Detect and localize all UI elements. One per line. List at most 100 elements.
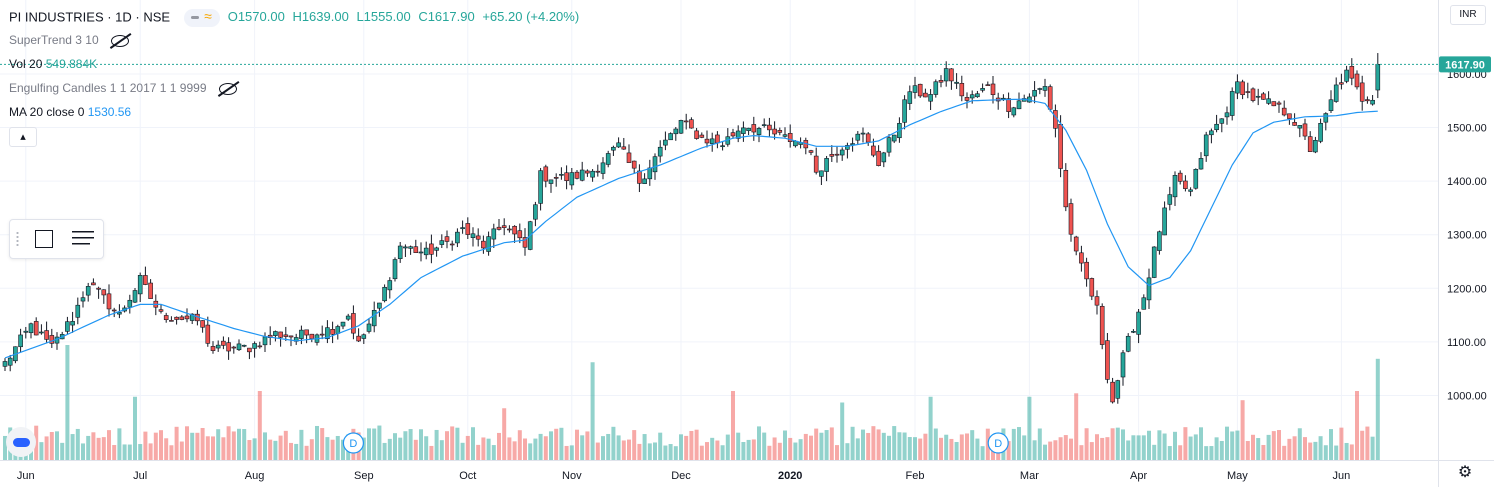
- candle-body: [1313, 140, 1318, 153]
- candlestick-series: [2, 53, 1381, 404]
- volume-bar: [320, 428, 325, 460]
- candle-body: [933, 81, 939, 95]
- volume-bar: [429, 445, 434, 460]
- volume-bar: [138, 444, 143, 460]
- volume-bar: [845, 443, 850, 460]
- candle-body: [1209, 130, 1214, 136]
- volume-bar: [1266, 434, 1271, 460]
- candle-body: [475, 235, 481, 240]
- candle-body: [39, 331, 44, 334]
- candle-body: [137, 275, 143, 295]
- engulfing-legend[interactable]: Engulfing Candles 1 1 2017 1 1 9999: [9, 81, 237, 95]
- candle-body: [876, 150, 881, 166]
- candle-body: [1276, 102, 1282, 105]
- candle-body: [730, 132, 736, 137]
- candle-body: [1339, 82, 1344, 85]
- eye-hidden-icon[interactable]: [110, 34, 129, 47]
- candle-body: [7, 357, 13, 366]
- volume-bar: [252, 438, 257, 460]
- candle-body: [959, 83, 965, 97]
- rectangle-tool-icon[interactable]: [35, 230, 53, 248]
- collapse-legend-button[interactable]: ▴: [9, 127, 37, 147]
- candle-body: [1120, 352, 1126, 378]
- volume-bar: [913, 437, 917, 460]
- volume-bar: [637, 443, 642, 460]
- candle-body: [782, 134, 788, 137]
- gear-icon[interactable]: ⚙: [1457, 464, 1473, 481]
- candle-body: [985, 84, 991, 86]
- volume-bar: [533, 438, 538, 460]
- candle-body: [1011, 107, 1017, 116]
- volume-bar: [424, 436, 429, 460]
- candle-body: [824, 158, 829, 172]
- volume-bar: [918, 438, 923, 460]
- volume-bar: [372, 428, 377, 460]
- volume-bar: [341, 439, 345, 460]
- supertrend-legend[interactable]: SuperTrend 3 10: [9, 33, 129, 47]
- currency-badge[interactable]: INR: [1450, 5, 1486, 25]
- volume-bar: [1360, 430, 1365, 460]
- volume-bar: [1292, 436, 1297, 460]
- candle-body: [1042, 86, 1048, 91]
- candle-body: [1167, 194, 1173, 205]
- object-tree-icon[interactable]: [72, 229, 96, 249]
- volume-bar: [611, 426, 616, 460]
- candle-body: [1235, 81, 1240, 94]
- volume-bar: [777, 442, 782, 460]
- volume-bar: [1355, 391, 1359, 460]
- x-tick-label: Feb: [906, 470, 925, 482]
- supertrend-label: SuperTrend 3 10: [9, 33, 99, 47]
- volume-bar: [283, 430, 288, 460]
- candle-body: [881, 152, 887, 163]
- ma-legend[interactable]: MA 20 close 0 1530.56: [9, 105, 131, 119]
- candle-body: [439, 240, 445, 245]
- candle-body: [288, 335, 294, 338]
- y-tick-label: 1300.00: [1447, 230, 1487, 242]
- volume-bar: [699, 445, 704, 460]
- volume-bar: [668, 444, 673, 460]
- candle-body: [829, 154, 835, 157]
- candle-body: [184, 315, 190, 320]
- volume-bar: [559, 427, 564, 460]
- volume-bar: [70, 434, 75, 460]
- y-tick-label: 1000.00: [1447, 390, 1487, 402]
- volume-legend[interactable]: Vol 20 549.884K: [9, 57, 97, 71]
- volume-bar: [767, 445, 772, 460]
- volume-bar: [226, 426, 231, 460]
- volume-bar: [439, 440, 444, 460]
- x-tick-label: Jul: [133, 470, 147, 482]
- eye-hidden-icon[interactable]: [218, 82, 237, 95]
- volume-bar: [887, 435, 891, 460]
- candle-body: [902, 99, 907, 123]
- symbol-title[interactable]: PI INDUSTRIES · 1D · NSE: [9, 9, 171, 25]
- candle-body: [611, 146, 616, 151]
- candle-body: [226, 342, 231, 352]
- volume-bar: [169, 445, 174, 460]
- tradingview-logo-icon[interactable]: [6, 427, 36, 457]
- candle-body: [709, 138, 715, 144]
- volume-bar: [1188, 436, 1193, 460]
- volume-bar: [44, 436, 49, 460]
- volume-bar: [1105, 437, 1110, 460]
- candle-body: [1016, 100, 1022, 110]
- volume-bar: [257, 391, 262, 460]
- candle-body: [1183, 180, 1188, 189]
- volume-bar: [481, 437, 486, 460]
- volume-bar: [538, 433, 543, 460]
- candle-body: [543, 166, 549, 182]
- volume-bar: [1058, 437, 1063, 460]
- candle-body: [1229, 91, 1235, 116]
- volume-bar: [205, 436, 210, 460]
- volume-bar: [850, 426, 855, 460]
- volume-bar: [221, 437, 226, 460]
- drag-handle-icon[interactable]: [16, 231, 19, 247]
- candle-body: [85, 286, 91, 296]
- candle-body: [964, 97, 970, 101]
- volume-bar: [1053, 440, 1058, 460]
- volume-bar: [91, 432, 96, 460]
- symbol-flags-icon[interactable]: [184, 8, 221, 27]
- volume-bar: [1095, 434, 1099, 460]
- candle-body: [434, 247, 439, 251]
